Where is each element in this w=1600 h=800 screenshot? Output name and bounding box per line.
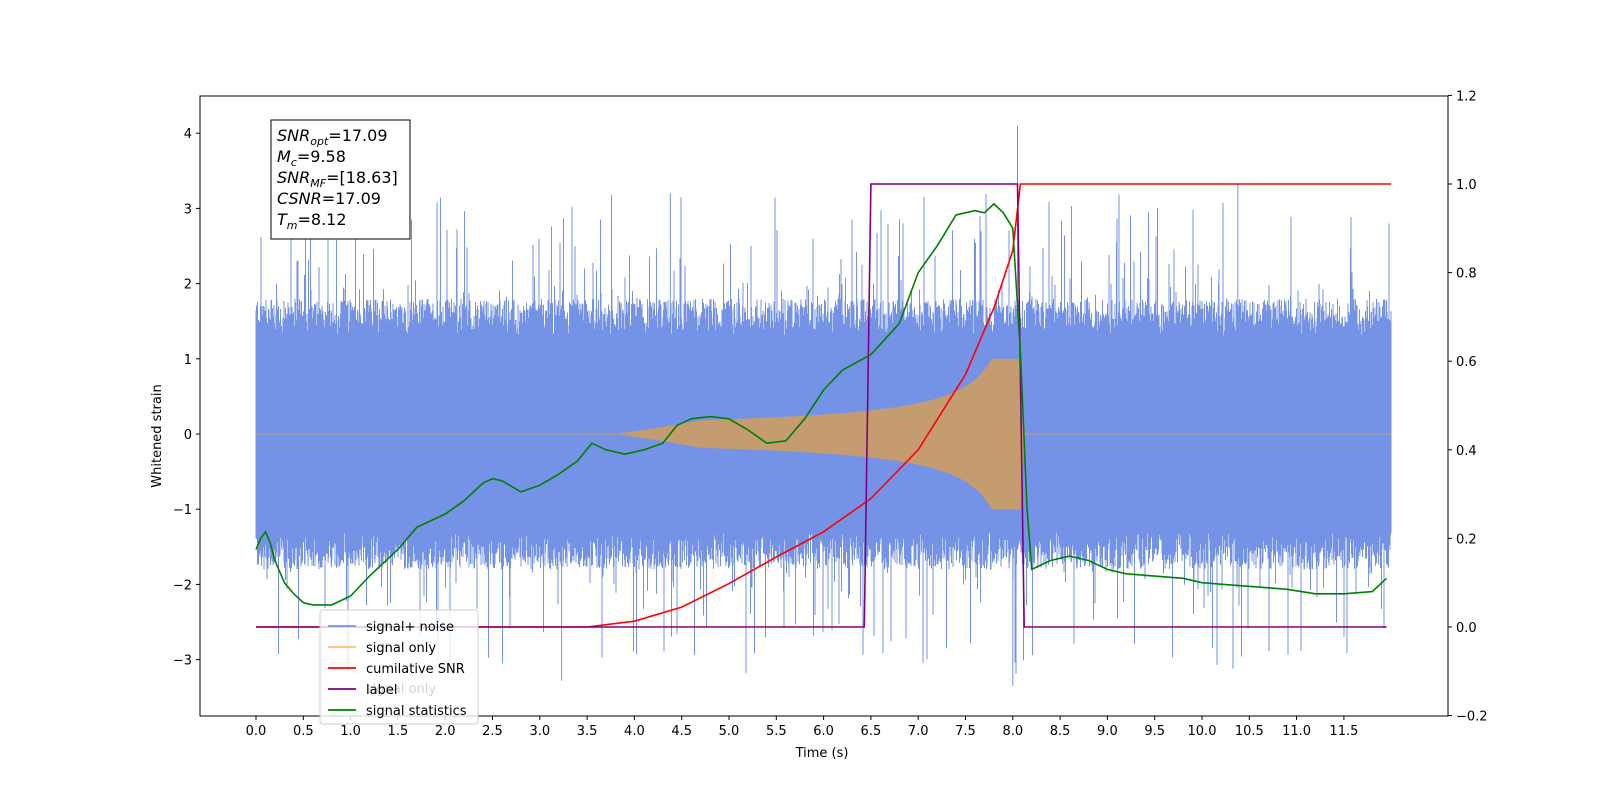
info-line: CSNR=17.09 (277, 189, 381, 208)
info-line: Mc=9.58 (277, 147, 346, 169)
x-tick-label: 2.5 (482, 724, 503, 739)
y-tick-label: 2 (184, 278, 192, 293)
x-tick-label: 1.0 (340, 724, 361, 739)
y2-tick-label: 1.2 (1456, 89, 1477, 104)
y-axis-label: Whitened strain (150, 384, 165, 487)
series-layer (255, 125, 1392, 686)
x-tick-label: 0.5 (293, 724, 314, 739)
series-signal-only (256, 358, 1392, 510)
y-tick-label: 3 (184, 202, 192, 217)
x-tick-label: 11.5 (1329, 724, 1358, 739)
x-tick-label: 3.5 (577, 724, 598, 739)
info-line: SNRopt=17.09 (277, 126, 388, 148)
legend-frame (319, 609, 479, 725)
x-tick-label: 4.5 (671, 724, 692, 739)
legend-label: cumilative SNR (366, 662, 465, 677)
y-axis-right: 1.2 1.0 0.8 0.6 0.4 0.2 0.0 −0.2 (1448, 89, 1488, 725)
x-tick-label: 7.0 (908, 724, 929, 739)
legend-ghost-text: signal only (366, 682, 436, 697)
info-value: =8.12 (298, 210, 347, 229)
x-tick-label: 8.0 (1002, 724, 1023, 739)
x-tick-label: 9.0 (1097, 724, 1118, 739)
info-symbol: M (277, 147, 291, 166)
info-subscript: MF (310, 177, 326, 190)
info-subscript: c (291, 156, 297, 169)
x-axis: 0.0 0.5 1.0 1.5 2.0 2.5 3.0 3.5 4.0 4.5 5.0 5.5 6.0 6… (246, 716, 1358, 739)
info-line: Tm=8.12 (277, 210, 347, 232)
x-tick-label: 1.5 (388, 724, 409, 739)
y-tick-label: −3 (173, 654, 192, 669)
y2-tick-label: 0.2 (1456, 532, 1477, 547)
x-tick-label: 5.5 (766, 724, 787, 739)
x-axis-label: Time (s) (795, 746, 849, 761)
x-tick-label: 11.0 (1282, 724, 1311, 739)
x-tick-label: 10.5 (1235, 724, 1264, 739)
info-value: =17.09 (322, 189, 381, 208)
y2-tick-label: 0.4 (1456, 444, 1477, 459)
series-signal-statistics (255, 202, 1388, 606)
info-symbol: T (277, 210, 288, 229)
legend: signal only signal+ noise signal only cumil… (319, 609, 479, 725)
legend-label: signal only (366, 641, 436, 656)
x-tick-label: 2.0 (435, 724, 456, 739)
y-tick-label: 4 (184, 127, 192, 142)
info-symbol: SNR (277, 168, 310, 187)
legend-label: signal+ noise (366, 620, 454, 635)
y2-tick-label: 0.0 (1456, 621, 1477, 636)
info-line: SNRMF=[18.63] (277, 168, 398, 190)
x-tick-label: 9.5 (1144, 724, 1165, 739)
y-tick-label: −2 (173, 578, 192, 593)
y2-tick-label: 0.6 (1456, 355, 1477, 370)
x-tick-label: 6.5 (861, 724, 882, 739)
info-symbol: CSNR (277, 189, 322, 208)
y-tick-label: 0 (184, 428, 192, 443)
x-tick-label: 4.0 (624, 724, 645, 739)
info-subscript: m (287, 219, 298, 232)
x-tick-label: 6.0 (813, 724, 834, 739)
x-tick-label: 5.0 (719, 724, 740, 739)
legend-label: label (366, 683, 397, 698)
legend-label: signal statistics (366, 704, 467, 719)
info-value: =17.09 (328, 126, 387, 145)
info-symbol: SNR (277, 126, 310, 145)
info-value: =9.58 (297, 147, 346, 166)
info-box: SNRopt=17.09Mc=9.58SNRMF=[18.63]CSNR=17.… (270, 119, 411, 240)
info-box-frame (270, 119, 411, 240)
x-tick-label: 10.0 (1188, 724, 1217, 739)
x-tick-label: 8.5 (1050, 724, 1071, 739)
info-value: =[18.63] (326, 168, 398, 187)
x-tick-label: 0.0 (246, 724, 267, 739)
y2-tick-label: −0.2 (1456, 710, 1488, 725)
y-tick-label: 1 (184, 353, 192, 368)
x-tick-label: 7.5 (955, 724, 976, 739)
y-axis-left: 4 3 2 1 0 −1 −2 −3 (173, 127, 200, 669)
series-label (256, 183, 1387, 628)
y-tick-label: −1 (173, 503, 192, 518)
info-subscript: opt (310, 135, 329, 148)
y2-tick-label: 0.8 (1456, 267, 1477, 282)
y2-tick-label: 1.0 (1456, 178, 1477, 193)
x-tick-label: 3.0 (529, 724, 550, 739)
